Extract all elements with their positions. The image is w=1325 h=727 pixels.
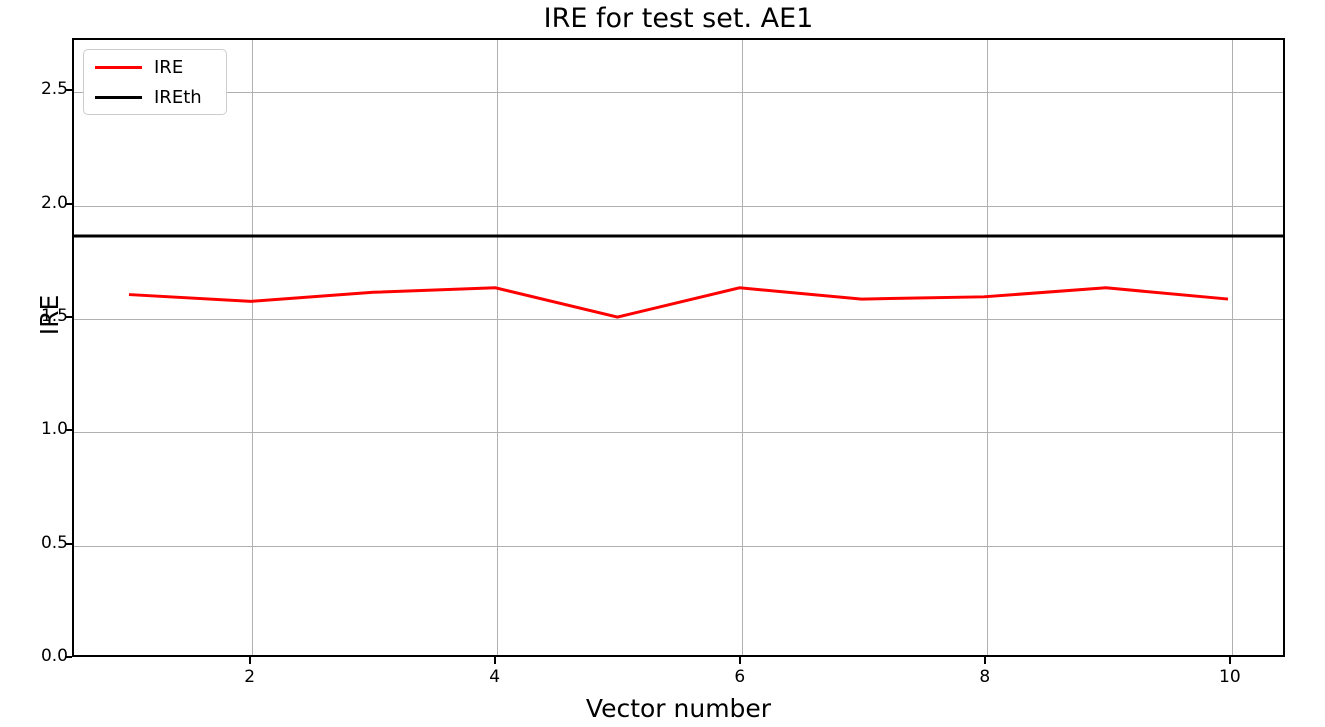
y-tick-mark: [65, 202, 72, 205]
data-series-layer: [74, 40, 1283, 655]
x-tick-label: 6: [734, 667, 746, 687]
y-tick-label: 2.5: [40, 79, 68, 100]
gridline-vertical: [497, 40, 498, 655]
y-tick-label: 0.5: [40, 532, 68, 553]
gridline-horizontal: [74, 546, 1283, 547]
x-tick-label: 10: [1219, 667, 1241, 687]
gridline-horizontal: [74, 432, 1283, 433]
chart-title: IRE for test set. AE1: [543, 3, 814, 34]
x-tick-label: 2: [244, 667, 256, 687]
x-tick-mark: [983, 657, 986, 664]
x-tick-mark: [248, 657, 251, 664]
x-tick-label: 8: [979, 667, 991, 687]
y-tick-mark: [65, 429, 72, 432]
y-tick-label: 2.0: [40, 192, 68, 213]
x-tick-mark: [738, 657, 741, 664]
y-tick-label: 1.5: [40, 305, 68, 326]
gridline-vertical: [1232, 40, 1233, 655]
legend-label-ire: IRE: [154, 57, 184, 78]
gridline-horizontal: [74, 206, 1283, 207]
y-tick-mark: [65, 656, 72, 658]
y-tick-mark: [65, 89, 72, 92]
gridline-vertical: [252, 40, 253, 655]
legend-entry-ireth: IREth: [84, 83, 226, 111]
gridline-vertical: [987, 40, 988, 655]
gridline-horizontal: [74, 92, 1283, 93]
y-tick-mark: [65, 315, 72, 318]
legend-label-ireth: IREth: [154, 87, 202, 108]
plot-area: [72, 38, 1285, 657]
y-axis-label: IRE: [35, 294, 64, 336]
series-line-ire: [129, 288, 1228, 317]
x-tick-label: 4: [489, 667, 501, 687]
y-tick-mark: [65, 542, 72, 545]
x-axis-label: Vector number: [585, 694, 772, 723]
x-tick-mark: [1228, 657, 1231, 664]
gridline-vertical: [742, 40, 743, 655]
chart-legend: IRE IREth: [83, 49, 227, 115]
legend-swatch-ire: [95, 66, 142, 69]
legend-swatch-ireth: [95, 96, 142, 99]
gridline-horizontal: [74, 319, 1283, 320]
y-tick-label: 0.0: [40, 646, 68, 666]
x-tick-mark: [493, 657, 496, 664]
y-tick-label: 1.0: [40, 419, 68, 440]
legend-entry-ire: IRE: [84, 53, 226, 81]
